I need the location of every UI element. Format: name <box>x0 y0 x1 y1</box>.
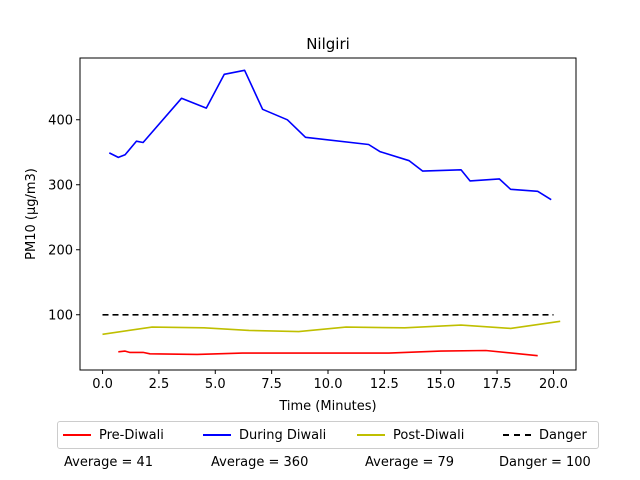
y-tick-label: 200 <box>48 243 73 258</box>
average-danger: Danger = 100 <box>499 455 591 470</box>
x-tick-label: 0.0 <box>92 377 113 392</box>
legend-item-post-diwali: Post-Diwali <box>357 422 464 448</box>
legend-item-pre-diwali: Pre-Diwali <box>63 422 164 448</box>
legend-item-during-diwali: During Diwali <box>203 422 326 448</box>
series-line-post-diwali <box>102 320 561 336</box>
average-during-diwali: Average = 360 <box>211 455 309 470</box>
plot-frame <box>79 57 577 371</box>
x-tick-label: 2.5 <box>149 377 170 392</box>
legend-swatch-during-diwali <box>203 434 231 436</box>
y-tick-label: 300 <box>48 178 73 193</box>
y-axis-label: PM10 (µg/m3) <box>24 168 39 260</box>
y-tick-label: 400 <box>48 113 73 128</box>
legend-swatch-danger <box>503 434 531 436</box>
x-tick-label: 15.0 <box>426 377 455 392</box>
legend-swatch-post-diwali <box>357 434 385 436</box>
x-tick-label: 12.5 <box>370 377 399 392</box>
y-tick-label: 100 <box>48 308 73 323</box>
x-axis-label: Time (Minutes) <box>278 399 376 414</box>
legend-label-during-diwali: During Diwali <box>239 427 327 443</box>
chart-title: Nilgiri <box>306 35 350 53</box>
series-line-during-diwali <box>108 69 552 201</box>
legend: Pre-Diwali During Diwali Post-Diwali Dan… <box>57 421 599 449</box>
x-tick-label: 7.5 <box>261 377 282 392</box>
x-tick-label: 17.5 <box>483 377 512 392</box>
x-tick-label: 20.0 <box>539 377 568 392</box>
average-pre-diwali: Average = 41 <box>64 455 154 470</box>
legend-swatch-pre-diwali <box>63 434 91 436</box>
x-tick-label: 5.0 <box>205 377 226 392</box>
series-line-pre-diwali <box>118 349 538 357</box>
x-tick-label: 10.0 <box>314 377 343 392</box>
legend-label-danger: Danger <box>539 427 587 443</box>
legend-label-post-diwali: Post-Diwali <box>393 427 465 443</box>
average-post-diwali: Average = 79 <box>365 455 455 470</box>
y-axis: 100 200 300 400 <box>48 113 80 323</box>
x-axis: 0.0 2.5 5.0 7.5 10.0 12.5 15.0 17.5 20.0 <box>92 370 568 392</box>
legend-item-danger: Danger <box>503 422 587 448</box>
plot-lines <box>102 69 561 357</box>
legend-label-pre-diwali: Pre-Diwali <box>99 427 164 443</box>
